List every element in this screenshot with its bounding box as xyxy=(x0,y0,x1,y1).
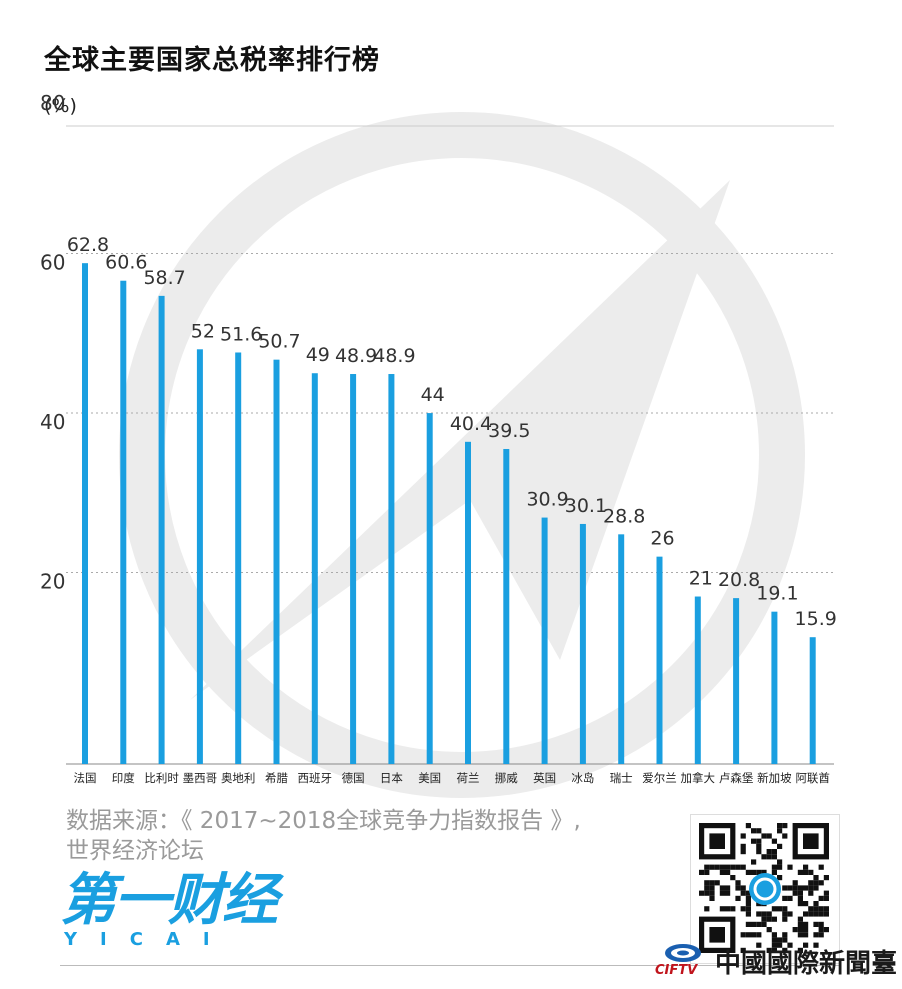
ciftv-globe-icon xyxy=(665,944,701,962)
bar xyxy=(82,263,88,764)
source-line-2: 世界经济论坛 xyxy=(66,838,204,864)
value-label: 20.8 xyxy=(718,569,760,591)
value-label: 62.8 xyxy=(67,234,109,256)
bar xyxy=(541,517,548,764)
y-tick-label: 20 xyxy=(40,570,65,594)
bar xyxy=(120,280,127,764)
category-label: 卢森堡 xyxy=(719,771,754,785)
value-labels: 62.860.658.752 51.650.749 48.948.94440.439… xyxy=(67,234,837,630)
value-label: 28.8 xyxy=(603,505,645,527)
category-label: 德国 xyxy=(342,771,365,785)
category-label: 阿联酋 xyxy=(795,771,830,785)
value-label: 48.9 xyxy=(335,345,377,367)
category-labels: 法国 印度 比利时 墨西哥 奥地利 希腊 西班牙 德国 日本 美国 荷兰 挪威 英国 冰岛 瑞士 爱尔兰 加拿大… xyxy=(74,771,830,785)
value-label: 44 xyxy=(421,384,445,406)
y-tick-label: 80 xyxy=(40,91,65,115)
bar xyxy=(503,448,510,764)
brand-english: CIFTV xyxy=(655,963,698,978)
bar xyxy=(196,349,203,764)
category-label: 奥地利 xyxy=(221,771,256,785)
data-source: 数据来源：《 2017~2018全球竞争力指数报告 》, 世界经济论坛 xyxy=(66,806,581,866)
y-axis-ticks: 20 40 60 80 xyxy=(40,91,65,594)
category-label: 比利时 xyxy=(144,771,179,785)
bar xyxy=(694,596,701,764)
category-label: 西班牙 xyxy=(298,771,333,785)
value-label: 26 xyxy=(650,528,674,550)
category-label: 法国 xyxy=(74,771,97,785)
value-label: 50.7 xyxy=(258,331,300,353)
bar xyxy=(465,441,471,764)
value-label: 30.9 xyxy=(526,489,568,511)
bar xyxy=(273,359,280,764)
y-tick-label: 40 xyxy=(40,410,65,434)
bottom-divider xyxy=(60,965,840,966)
value-label: 52 xyxy=(191,320,215,342)
source-line-1: 数据来源：《 2017~2018全球竞争力指数报告 》, xyxy=(66,808,581,834)
category-label: 挪威 xyxy=(495,771,518,785)
value-label: 15.9 xyxy=(795,608,837,630)
category-label: 荷兰 xyxy=(457,771,480,785)
bar xyxy=(235,352,242,764)
value-label: 19.1 xyxy=(756,583,798,605)
bar xyxy=(618,534,625,764)
grid-lines xyxy=(66,125,834,765)
category-label: 日本 xyxy=(380,771,403,785)
category-label: 爱尔兰 xyxy=(642,771,677,785)
bar xyxy=(579,523,586,764)
bar xyxy=(771,611,778,764)
category-label: 新加坡 xyxy=(757,771,792,785)
bar xyxy=(350,374,357,764)
bar xyxy=(158,295,165,764)
category-label: 印度 xyxy=(112,771,135,785)
value-label: 30.1 xyxy=(565,495,607,517)
value-label: 49 xyxy=(306,344,330,366)
category-label: 瑞士 xyxy=(610,771,633,785)
qr-code-icon xyxy=(690,814,840,964)
chart-title: 全球主要国家总税率排行榜 xyxy=(44,45,380,76)
value-label: 39.5 xyxy=(488,420,530,442)
category-label: 希腊 xyxy=(265,771,288,785)
value-label: 48.9 xyxy=(373,345,415,367)
value-label: 60.6 xyxy=(105,252,147,274)
y-tick-label: 60 xyxy=(40,251,65,275)
value-label: 51.6 xyxy=(220,323,262,345)
bar xyxy=(388,374,395,764)
category-label: 美国 xyxy=(418,771,441,785)
bar xyxy=(311,373,318,764)
value-label: 21 xyxy=(689,568,713,590)
yicai-logo: 第一财经 YICAI xyxy=(60,872,300,950)
brand-chinese: 中國國際新聞臺 xyxy=(715,949,898,979)
watermark-logo xyxy=(119,112,805,798)
value-label: 40.4 xyxy=(450,413,492,435)
category-label: 英国 xyxy=(533,771,556,785)
category-label: 冰岛 xyxy=(571,771,594,785)
category-label: 加拿大 xyxy=(681,771,716,785)
bar xyxy=(733,598,740,764)
bars xyxy=(82,263,816,764)
bar xyxy=(809,637,816,764)
bar xyxy=(426,413,433,764)
y-axis-unit: (%) xyxy=(44,95,77,117)
value-label: 58.7 xyxy=(143,267,185,289)
ciftv-brand: CIFTV 中國國際新聞臺 xyxy=(655,941,900,981)
category-label: 墨西哥 xyxy=(183,771,218,785)
logo-english: YICAI xyxy=(64,929,233,950)
bar xyxy=(656,556,663,764)
logo-chinese: 第一财经 xyxy=(60,868,278,933)
